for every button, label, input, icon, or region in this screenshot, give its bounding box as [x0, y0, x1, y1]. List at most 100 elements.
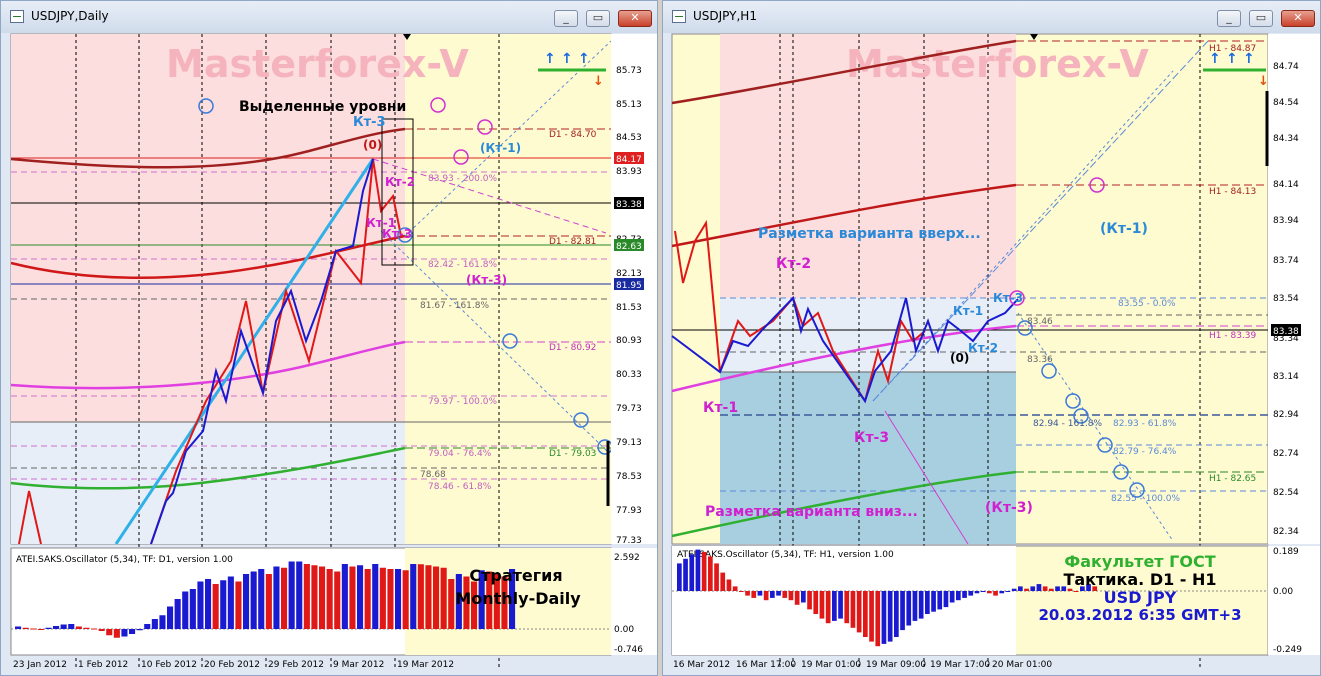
point-label: Кт-3 — [382, 227, 412, 241]
maximize-button[interactable]: ▭ — [1249, 10, 1273, 27]
oscillator-bar — [136, 629, 143, 631]
oscillator-bar — [1036, 584, 1042, 591]
svg-text:23 Jan 2012: 23 Jan 2012 — [13, 660, 67, 670]
x-axis-ticks: 23 Jan 2012 1 Feb 2012 10 Feb 2012 20 Fe… — [13, 660, 454, 670]
oscillator-bar — [455, 574, 462, 629]
point-label: Кт-3 — [993, 291, 1023, 305]
circle-marker — [1009, 290, 1025, 306]
oscillator-bar — [832, 591, 837, 621]
oscillator-bar — [129, 629, 136, 634]
oscillator-bar — [174, 599, 181, 629]
oscillator-bar — [478, 570, 485, 629]
arrow-up-icon: ↑ — [578, 51, 590, 67]
point-label: Кт-1 — [366, 216, 396, 230]
svg-text:77.33: 77.33 — [616, 536, 642, 546]
level-label: 83.55 - 0.0% — [1118, 299, 1176, 309]
point-label: Кт-1 — [703, 400, 738, 416]
daily-chart-window[interactable]: USDJPY,Daily _ ▭ ✕ Masterforex-V Выделен… — [0, 0, 658, 676]
y-axis-ticks: 84.74 84.54 84.34 84.14 83.94 83.74 83.5… — [1273, 62, 1299, 537]
watermark: Masterforex-V — [166, 42, 469, 86]
svg-text:83.94: 83.94 — [1273, 216, 1299, 226]
oscillator-bar — [493, 574, 500, 629]
h1-chart[interactable]: Masterforex-V — [663, 1, 1321, 676]
minimize-button[interactable]: _ — [1217, 10, 1241, 27]
target-circles — [198, 97, 613, 455]
svg-text:10 Feb 2012: 10 Feb 2012 — [141, 660, 197, 670]
level-label: D1 - 84.70 — [549, 130, 597, 140]
signal-arrows: ↑ ↑ ↑ ↓ — [1203, 51, 1269, 89]
level-label: 82.79 - 76.4% — [1113, 447, 1177, 457]
oscillator-bar — [83, 627, 90, 629]
svg-text:0.189: 0.189 — [1273, 547, 1299, 557]
svg-text:20 Feb 2012: 20 Feb 2012 — [204, 660, 260, 670]
svg-text:79.73: 79.73 — [616, 404, 642, 414]
strategy-title: Стратегия — [469, 566, 562, 585]
point-label: Кт-3 — [353, 115, 386, 130]
title-bar[interactable]: USDJPY,H1 _ ▭ ✕ — [663, 1, 1320, 33]
ma-red — [10, 234, 406, 279]
ma-dark-red — [10, 127, 406, 169]
oscillator-bar — [151, 619, 158, 629]
price-path-bull — [150, 158, 374, 545]
oscillator-bar — [925, 591, 930, 614]
oscillator-bar — [243, 574, 250, 629]
oscillator-bar — [144, 624, 151, 629]
close-button[interactable]: ✕ — [618, 10, 652, 27]
svg-text:83.14: 83.14 — [1273, 372, 1299, 382]
oscillator-bar — [311, 565, 318, 629]
close-button[interactable]: ✕ — [1281, 10, 1315, 27]
level-label: H1 - 84.87 — [1209, 44, 1256, 54]
oscillator-bar — [732, 586, 738, 591]
svg-text:77.93: 77.93 — [616, 506, 642, 516]
target-line-up — [404, 40, 612, 237]
oscillator-bar — [121, 629, 128, 637]
oscillator-bar — [1055, 586, 1060, 591]
level-label: H1 - 84.13 — [1209, 187, 1256, 197]
strategy-subtitle: Monthly-Daily — [455, 589, 581, 608]
level-label: D1 - 82.81 — [549, 237, 596, 247]
point-label: (Кт-1) — [480, 141, 521, 155]
ma-dark-red — [671, 39, 1017, 105]
price-swing-left — [18, 490, 42, 545]
oscillator-white — [720, 546, 1016, 655]
h1-chart-window[interactable]: USDJPY,H1 _ ▭ ✕ Masterforex-V — [662, 0, 1321, 676]
level-label: H1 - 83.39 — [1209, 331, 1257, 341]
oscillator-bar — [875, 591, 881, 647]
point-label: (0) — [950, 351, 969, 365]
target-line-up — [872, 40, 1209, 402]
oscillator-bar — [856, 591, 862, 633]
chart-window-icon — [672, 10, 686, 23]
oscillator-bar — [894, 591, 899, 637]
level-label: 79.04 - 76.4% — [428, 449, 492, 459]
point-label: (Кт-3) — [466, 273, 507, 287]
ma-green — [671, 470, 1017, 538]
minimize-button[interactable]: _ — [554, 10, 578, 27]
oscillator-bar — [788, 591, 794, 601]
level-label: 82.94 - 161.8% — [1033, 419, 1102, 429]
oscillator-bar — [106, 629, 113, 636]
oscillator-bar — [433, 566, 440, 629]
oscillator-bar — [726, 579, 732, 591]
title-bar[interactable]: USDJPY,Daily _ ▭ ✕ — [1, 1, 657, 33]
circle-marker — [1017, 320, 1033, 336]
oscillator-bar — [801, 591, 806, 603]
price-tag: 82.63 — [616, 242, 642, 252]
oscillator-bar — [60, 624, 67, 629]
svg-text:83.54: 83.54 — [1273, 294, 1299, 304]
svg-text:0.00: 0.00 — [1273, 587, 1293, 597]
circle-marker — [477, 119, 493, 135]
price-tag: 81.95 — [616, 281, 642, 291]
oscillator-bar — [819, 591, 825, 619]
symbol-title: USD JPY — [1104, 588, 1177, 607]
oscillator-bar — [45, 627, 52, 629]
ma-red — [671, 183, 1017, 248]
oscillator-bar — [91, 628, 98, 630]
daily-chart[interactable]: Masterforex-V Выделенные уровни — [1, 1, 658, 676]
oscillator-bar — [695, 549, 701, 591]
svg-text:16 Mar 17:00: 16 Mar 17:00 — [736, 660, 796, 670]
oscillator-bar — [962, 591, 967, 598]
oscillator-bar — [98, 629, 105, 631]
maximize-button[interactable]: ▭ — [586, 10, 610, 27]
oscillator-bar — [22, 627, 29, 629]
price-tag-bg — [1271, 324, 1301, 336]
